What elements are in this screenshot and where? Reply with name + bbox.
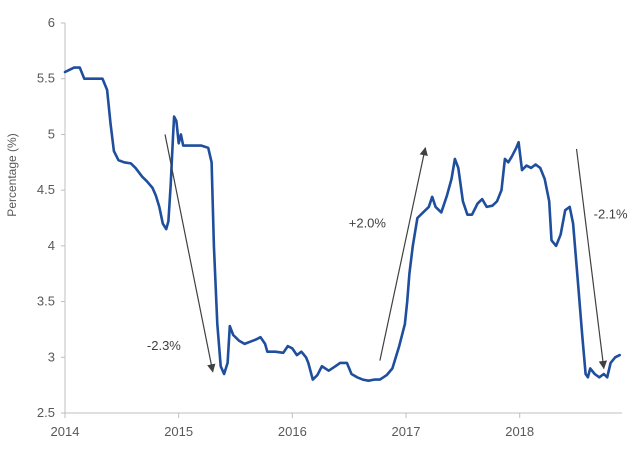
x-tick-label: 2017 [392, 424, 421, 439]
series-line [63, 66, 621, 382]
series-layer [63, 66, 621, 382]
annotation-label: -2.1% [594, 207, 628, 222]
y-tick-label: 2.5 [37, 405, 55, 420]
annotation-arrow [575, 148, 608, 370]
y-tick-label: 4.5 [37, 182, 55, 197]
annotation-label: +2.0% [349, 216, 387, 231]
x-tick-label: 2014 [51, 424, 80, 439]
y-tick-label: 5 [48, 126, 55, 141]
annotation-layer: -2.3% +2.0% -2.1% [147, 134, 628, 373]
y-tick-label: 3.5 [37, 294, 55, 309]
y-tick-label: 5.5 [37, 71, 55, 86]
y-tick-label: 3 [48, 349, 55, 364]
axes: 2.5 3 3.5 4 4.5 5 5.5 6 2014 2015 2016 2017 2018 [37, 15, 622, 439]
annotation-label: -2.3% [147, 338, 181, 353]
y-tick-label: 6 [48, 15, 55, 30]
annotation-arrow [379, 146, 428, 361]
x-tick-label: 2016 [278, 424, 307, 439]
y-tick-label: 4 [48, 238, 55, 253]
x-tick-label: 2018 [505, 424, 534, 439]
x-tick-label: 2015 [164, 424, 193, 439]
y-axis-title: Percentage (%) [5, 133, 19, 216]
annotation-arrow [164, 134, 216, 373]
